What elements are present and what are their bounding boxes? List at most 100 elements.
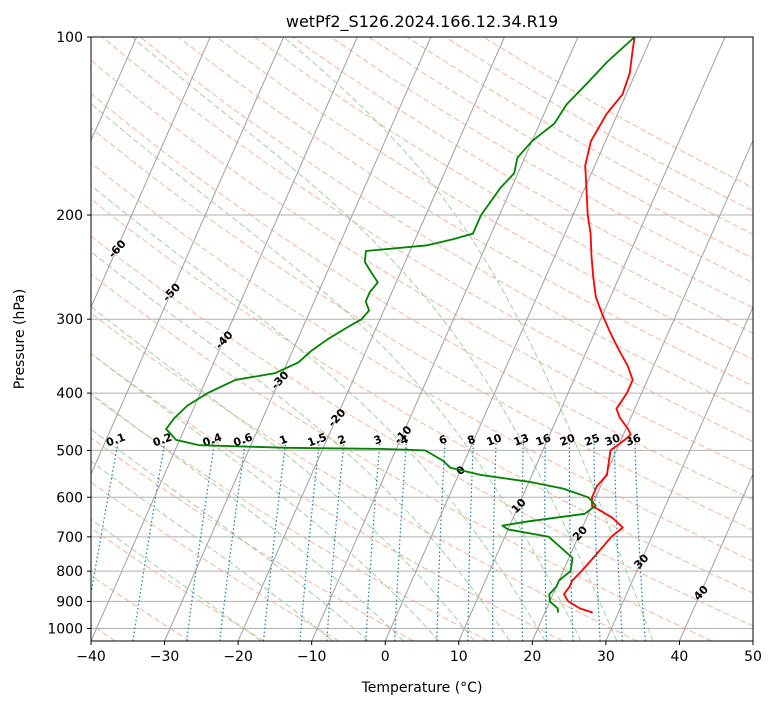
dry-adiabat — [91, 394, 489, 641]
chart-title: wetPf2_S126.2024.166.12.34.R19 — [286, 12, 558, 32]
mixing-ratio-label: 4 — [399, 433, 411, 448]
isotherm — [91, 37, 358, 641]
dry-adiabat — [177, 37, 753, 387]
isotherm — [164, 37, 432, 641]
moist-adiabat — [91, 352, 440, 641]
mixing-ratio-line — [492, 439, 497, 641]
dry-adiabat — [101, 37, 753, 442]
y-tick-label: 500 — [56, 443, 83, 459]
x-tick-label: −40 — [76, 649, 106, 665]
x-tick-label: −20 — [223, 649, 253, 665]
mixing-ratio-line — [467, 439, 475, 641]
pressure-gridlines — [91, 37, 753, 629]
y-tick-label: 400 — [56, 386, 83, 402]
mixing-ratio-label: 20 — [558, 431, 577, 449]
isotherm — [91, 37, 211, 309]
mixing-ratio-label: 16 — [534, 431, 553, 449]
moist-adiabat — [283, 37, 654, 641]
mixing-ratio-label: 0.1 — [104, 431, 127, 450]
dry-adiabat — [91, 312, 638, 641]
moist-adiabat — [91, 393, 404, 641]
mixing-ratio-line — [568, 439, 574, 641]
dry-adiabat — [91, 92, 753, 501]
mixing-ratio-line — [186, 439, 216, 641]
mixing-ratio-line — [365, 439, 381, 641]
mixing-ratio-label: 10 — [485, 431, 504, 449]
dry-adiabat — [254, 37, 753, 334]
dry-adiabat — [330, 37, 753, 284]
isotherm — [384, 37, 652, 641]
moist-adiabat — [131, 37, 618, 641]
isotherm — [678, 472, 753, 641]
isotherm — [91, 37, 138, 142]
isotherm — [311, 37, 579, 641]
x-axis-ticks: −40 −30 −20 −10 0 10 20 30 40 50 — [76, 641, 762, 665]
moist-adiabat — [91, 102, 582, 641]
plot-area: 0.1 0.2 0.4 0.6 1 1.5 2 3 4 6 8 10 13 16 20 25 30 36-60-5… — [91, 37, 753, 641]
moist-adiabat — [91, 306, 475, 641]
mixing-ratio-line — [219, 439, 247, 641]
dry-adiabat — [91, 235, 753, 627]
profile-series — [165, 37, 636, 614]
dry-adiabat — [91, 574, 190, 641]
isotherm — [458, 37, 726, 641]
x-tick-label: 20 — [523, 649, 541, 665]
mixing-ratio-line — [634, 439, 646, 641]
y-axis-ticks: 100 200 300 400 500 600 700 800 900 1000 — [47, 30, 91, 637]
dry-adiabat — [91, 59, 753, 471]
mixing-ratio-line — [544, 439, 548, 641]
y-tick-label: 600 — [56, 490, 83, 506]
mixing-ratio-line — [521, 439, 524, 641]
y-tick-label: 700 — [56, 530, 83, 546]
y-tick-label: 300 — [56, 312, 83, 328]
y-axis-label: Pressure (hPa) — [12, 289, 28, 389]
dry-adiabat — [91, 352, 563, 641]
dewpoint-profile — [165, 37, 636, 613]
mixing-ratio-line — [262, 439, 287, 641]
isotherm — [91, 37, 285, 476]
y-tick-label: 1000 — [47, 621, 83, 637]
x-tick-label: −10 — [297, 649, 327, 665]
mixing-ratio-line — [613, 439, 624, 641]
x-tick-label: 0 — [381, 649, 390, 665]
mixing-ratio-line — [593, 439, 601, 641]
isotherm — [531, 139, 753, 641]
x-tick-label: −30 — [150, 649, 180, 665]
mixing-ratio-label: 0.2 — [151, 431, 174, 450]
mixing-ratio-label: 25 — [583, 431, 602, 448]
dry-adiabat — [216, 37, 753, 360]
x-tick-label: 40 — [671, 649, 689, 665]
temperature-profile — [563, 37, 636, 614]
mixing-ratio-line — [132, 439, 166, 641]
mixing-ratio-label: 1.5 — [306, 431, 329, 450]
mixing-ratio-label: 2 — [336, 433, 348, 448]
dry-adiabat — [91, 481, 340, 641]
moist-adiabats — [91, 37, 654, 641]
x-tick-label: 30 — [597, 649, 615, 665]
mixing-ratio-label: 3 — [372, 433, 384, 448]
mixing-ratio-line — [326, 439, 345, 641]
moist-adiabat — [91, 460, 334, 641]
dry-adiabat — [91, 273, 713, 641]
x-axis-label: Temperature (°C) — [361, 680, 483, 696]
mixing-ratio-label: 1 — [278, 433, 290, 448]
y-tick-label: 900 — [56, 594, 83, 610]
y-tick-label: 200 — [56, 208, 83, 224]
plot-frame — [90, 36, 754, 642]
isotherm — [237, 37, 505, 641]
y-tick-label: 800 — [56, 564, 83, 580]
mixing-ratio-label: 0.6 — [232, 430, 255, 449]
y-tick-label: 100 — [56, 30, 83, 46]
dry-adiabat — [292, 37, 753, 309]
mixing-ratio-label: 13 — [512, 431, 531, 448]
mixing-ratio-label: 8 — [466, 433, 478, 448]
isotherm — [605, 306, 753, 641]
mixing-ratio-label: 6 — [437, 433, 449, 448]
dry-adiabat — [91, 127, 753, 531]
dry-adiabat — [139, 37, 753, 414]
moist-adiabat — [91, 251, 511, 641]
moist-adiabat — [91, 428, 369, 641]
x-tick-label: 50 — [744, 649, 762, 665]
mixing-ratio-line — [299, 439, 321, 641]
